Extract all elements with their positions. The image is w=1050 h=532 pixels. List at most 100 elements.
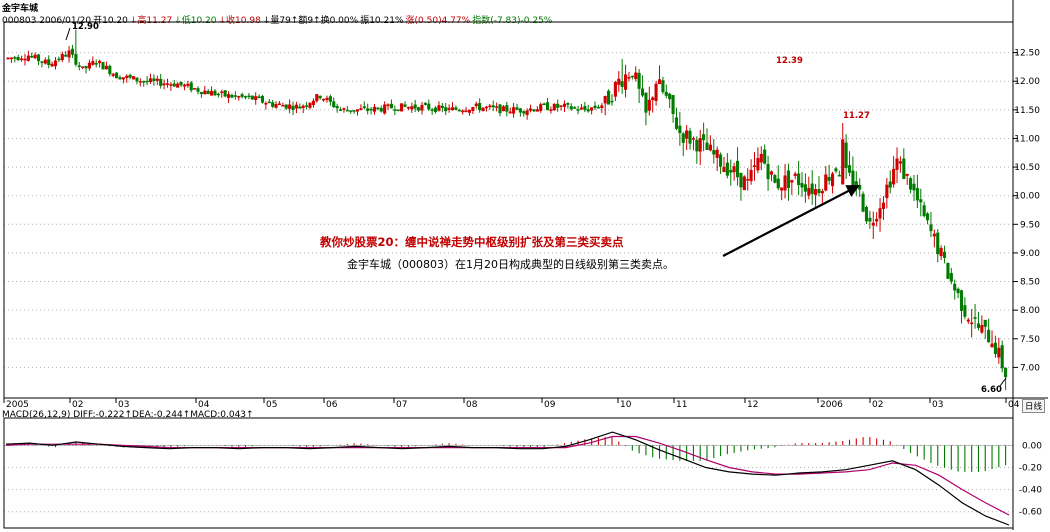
candle-body [579,107,584,110]
price-tick-label: 11.50 [1014,106,1040,116]
candle-body [176,83,180,88]
candle-body [607,90,611,105]
candle-body [298,106,302,109]
candle-body [104,65,108,70]
candle-body [556,103,560,108]
candle-body [108,65,112,75]
candle-body [376,107,380,109]
candle-body [539,104,543,111]
candle-body [742,176,746,191]
candle-body [640,88,645,96]
candle-body [525,110,529,116]
candle-body [776,178,780,189]
candle-body [932,233,936,237]
candle-body [912,183,916,191]
candle-body [956,288,960,294]
candle-body [9,57,13,60]
candle-body [868,217,872,222]
candle-body [780,187,784,191]
candle-body [294,104,298,109]
candle-body [898,161,902,164]
price-extreme-label: 11.27 [843,111,870,121]
candle-body [552,103,556,111]
candle-body [410,106,414,110]
candle-body [13,57,17,59]
candle-body [115,72,119,79]
date-tick-label: 04 [1008,400,1020,410]
candle-body [199,91,203,95]
candle-body [529,108,533,111]
candle-body [976,323,981,328]
candle-body [763,149,767,164]
candle-body [355,109,360,112]
candle-body [43,59,47,64]
macd-values: MACD(26,12,9) DIFF:-0.222↑DEA:-0.244↑MAC… [2,410,254,420]
candle-body [661,80,665,93]
candle-body [305,105,309,107]
candle-body [905,173,909,176]
candle-body [610,100,614,103]
candle-body [864,206,869,222]
candle-body [759,153,763,163]
candle-body [186,83,190,86]
candle-body [963,305,967,317]
candle-body [695,139,699,152]
quote-field: 开10.20 [93,16,128,26]
candle-body [844,142,848,168]
price-tick-label: 10.50 [1014,163,1040,173]
candle-body [338,109,343,111]
candle-body [223,90,227,97]
candle-body [203,90,207,95]
candle-body [172,83,176,87]
candle-body [196,88,200,92]
candle-body [240,94,244,97]
period-tab[interactable]: 日线 [1022,399,1046,413]
candle-body [301,105,305,109]
candle-body [885,184,889,199]
candle-body [165,83,170,85]
candle-body [369,108,373,111]
candle-body [81,66,85,68]
candle-body [444,107,448,112]
candle-body [315,94,319,102]
candle-body [895,158,899,170]
candle-body [715,149,719,158]
candle-body [817,189,821,194]
candle-body [484,106,488,109]
candle-body [939,247,943,257]
date-tick-label: 2006 [820,400,843,410]
candle-body [342,108,346,110]
candle-body [549,109,553,111]
date-tick-label: 10 [620,400,632,410]
diff-line [5,431,1010,526]
candle-body [861,193,865,212]
candle-body [145,80,149,83]
candle-body [949,273,953,282]
candle-body [488,105,492,108]
candle-body [26,55,30,61]
candle-body [542,103,546,106]
annotation-text: 金宇车城（000803）在1月20日构成典型的日线级别第三类卖点。 [347,257,674,271]
candle-body [111,73,115,76]
date-tick-label: 12 [747,400,758,410]
candle-body [722,166,726,173]
candle-body [454,107,458,110]
candle-body [267,101,271,104]
candle-body [634,72,638,80]
candle-body [698,138,702,152]
candle-body [74,53,78,65]
candle-body [674,117,679,129]
candle-body [498,104,502,114]
candle-body [508,111,512,114]
candle-body [308,102,312,108]
price-tick-label: 9.00 [1020,249,1040,259]
candle-body [94,63,98,65]
candle-body [227,94,231,98]
candle-body [532,109,536,112]
candle-body [349,110,353,112]
candle-body [20,58,24,61]
candle-body [423,103,427,105]
candle-body [647,99,651,111]
candle-body [831,173,835,187]
candle-body [902,158,906,180]
